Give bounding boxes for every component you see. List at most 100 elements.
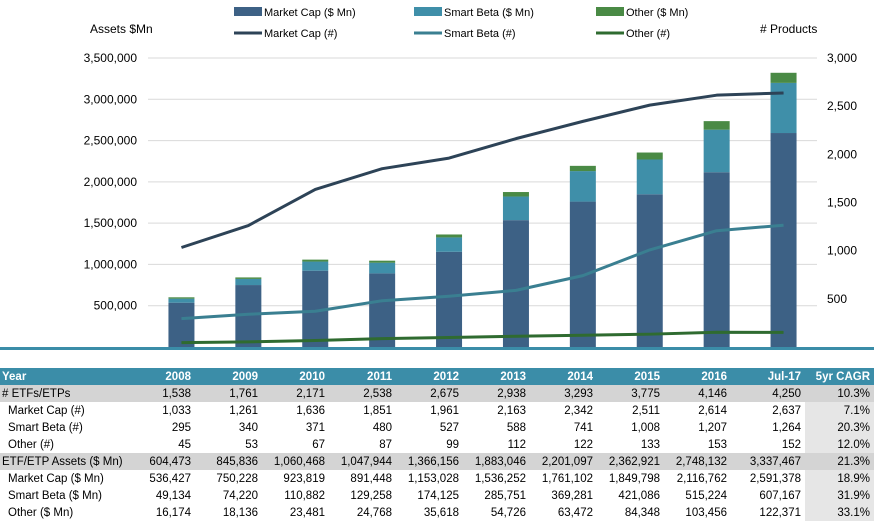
table-row: Smart Beta ($ Mn) 49,134 74,220 110,882 129,…: [0, 487, 874, 504]
table-header-cell: 5yr CAGR: [805, 368, 874, 385]
table-cell: 1,761: [195, 385, 262, 402]
table-cell: 20.3%: [805, 419, 874, 436]
legend-label: Other ($ Mn): [626, 7, 688, 19]
table-cell: ETF/ETP Assets ($ Mn): [0, 453, 128, 470]
bar-other: [636, 152, 663, 160]
table-cell: 31.9%: [805, 487, 874, 504]
table-header-cell: 2011: [329, 368, 396, 385]
table-cell: 1,366,156: [396, 453, 463, 470]
table-cell: 588: [506, 421, 526, 434]
y-axis-right-label: # Products: [760, 22, 817, 36]
table-cell: 1,153,028: [407, 472, 459, 485]
y-left-tick-label: 1,000,000: [84, 257, 138, 271]
table-cell: 103,456: [685, 506, 727, 519]
table-cell: 1,047,944: [329, 453, 396, 470]
table-header-cell: 2015: [597, 368, 664, 385]
data-table: Year 2008 2009 2010 2011 2012 2013 2014 2015 2016…: [0, 368, 874, 521]
table-cell: 4,146: [664, 385, 731, 402]
bar-smart-beta: [502, 196, 529, 221]
table-cell: 1,060,468: [262, 453, 329, 470]
table-cell: Smart Beta (#): [8, 421, 83, 434]
table-row: Other (#) 45 53 67 87 99 112 122 133 153 152 12.0%: [0, 436, 874, 453]
table-cell: 122,371: [759, 506, 801, 519]
bar-smart-beta: [436, 237, 463, 252]
bar-smart-beta: [302, 261, 329, 271]
table-header-row: Year 2008 2009 2010 2011 2012 2013 2014 2015 2016…: [0, 368, 874, 385]
y-right-tick-label: 3,000: [827, 51, 857, 65]
bar-market-cap: [636, 194, 663, 347]
table-row: Other ($ Mn) 16,174 18,136 23,481 24,768 35,6…: [0, 504, 874, 521]
table-cell: 2,511: [632, 404, 660, 417]
bar-other: [502, 192, 529, 197]
table-cell: 1,264: [772, 421, 801, 434]
table-cell: 2,748,132: [664, 453, 731, 470]
table-cell: Market Cap (#): [8, 404, 85, 417]
y-left-tick-label: 500,000: [94, 299, 138, 313]
y-right-tick-label: 2,500: [827, 99, 857, 113]
table-cell: 891,448: [350, 472, 392, 485]
table-cell: 133: [640, 438, 660, 451]
table-cell: 2,201,097: [530, 453, 597, 470]
table-cell: 7.1%: [805, 402, 874, 419]
table-cell: 2,362,921: [597, 453, 664, 470]
bar-market-cap: [168, 302, 195, 347]
table-cell: 67: [312, 438, 325, 451]
table-cell: 110,882: [284, 489, 325, 502]
line-market-cap: [180, 91, 784, 249]
table-cell: 536,427: [149, 472, 191, 485]
table-cell: 1,761,102: [541, 472, 593, 485]
table-cell: 1,851: [363, 404, 392, 417]
table-cell: 2,116,762: [676, 472, 727, 485]
table-cell: 21.3%: [805, 453, 874, 470]
y-right-tick-label: 500: [827, 292, 847, 306]
bar-market-cap: [703, 172, 730, 347]
table-cell: 122: [573, 438, 593, 451]
table-cell: 49,134: [155, 489, 191, 502]
y-left-tick-label: 2,000,000: [84, 175, 138, 189]
table-cell: 2,538: [329, 385, 396, 402]
table-header-cell: 2014: [530, 368, 597, 385]
table-cell: 74,220: [222, 489, 258, 502]
table-cell: 87: [379, 438, 392, 451]
table-cell: 923,819: [283, 472, 325, 485]
table-cell: 2,342: [564, 404, 593, 417]
legend-label: Market Cap ($ Mn): [264, 7, 356, 19]
table-cell: 1,008: [631, 421, 660, 434]
legend-swatch: [234, 7, 262, 16]
table-cell: 1,538: [128, 385, 195, 402]
bar-smart-beta: [770, 82, 797, 134]
table-cell: 16,174: [155, 506, 191, 519]
table-cell: 84,348: [624, 506, 660, 519]
table-cell: 2,938: [463, 385, 530, 402]
table-cell: 1,961: [430, 404, 459, 417]
table-cell: 1,849,798: [608, 472, 660, 485]
table-cell: 129,258: [350, 489, 392, 502]
table-header-cell: 2016: [664, 368, 731, 385]
table-cell: 2,591,378: [749, 472, 801, 485]
table-cell: 153: [707, 438, 727, 451]
bar-smart-beta: [569, 171, 596, 202]
table-cell: 54,726: [490, 506, 526, 519]
gridlines: [148, 57, 817, 307]
table-cell: 1,207: [698, 421, 727, 434]
bar-other: [369, 260, 396, 263]
bar-other: [168, 297, 195, 299]
axes: 500,000 1,000,000 1,500,000 2,000,000 2,500,…: [0, 51, 874, 350]
table-cell: Smart Beta ($ Mn): [8, 489, 102, 502]
table-cell: 63,472: [557, 506, 593, 519]
y-right-tick-label: 1,000: [827, 244, 857, 258]
y-left-tick-label: 2,500,000: [84, 134, 138, 148]
table-cell: Other (#): [8, 438, 55, 451]
y-axis-left-label: Assets $Mn: [90, 22, 153, 36]
bar-smart-beta: [703, 129, 730, 173]
bar-smart-beta: [235, 278, 262, 286]
table-cell: Other ($ Mn): [8, 506, 74, 519]
table-cell: 1,636: [296, 404, 325, 417]
bar-market-cap: [436, 251, 463, 347]
bar-smart-beta: [168, 298, 195, 303]
table-row: Market Cap (#) 1,033 1,261 1,636 1,851 1,961 2…: [0, 402, 874, 419]
bar-smart-beta: [636, 159, 663, 195]
table-cell: # ETFs/ETPs: [0, 385, 128, 402]
table-cell: 24,768: [356, 506, 392, 519]
legend-label: Smart Beta ($ Mn): [444, 7, 534, 19]
